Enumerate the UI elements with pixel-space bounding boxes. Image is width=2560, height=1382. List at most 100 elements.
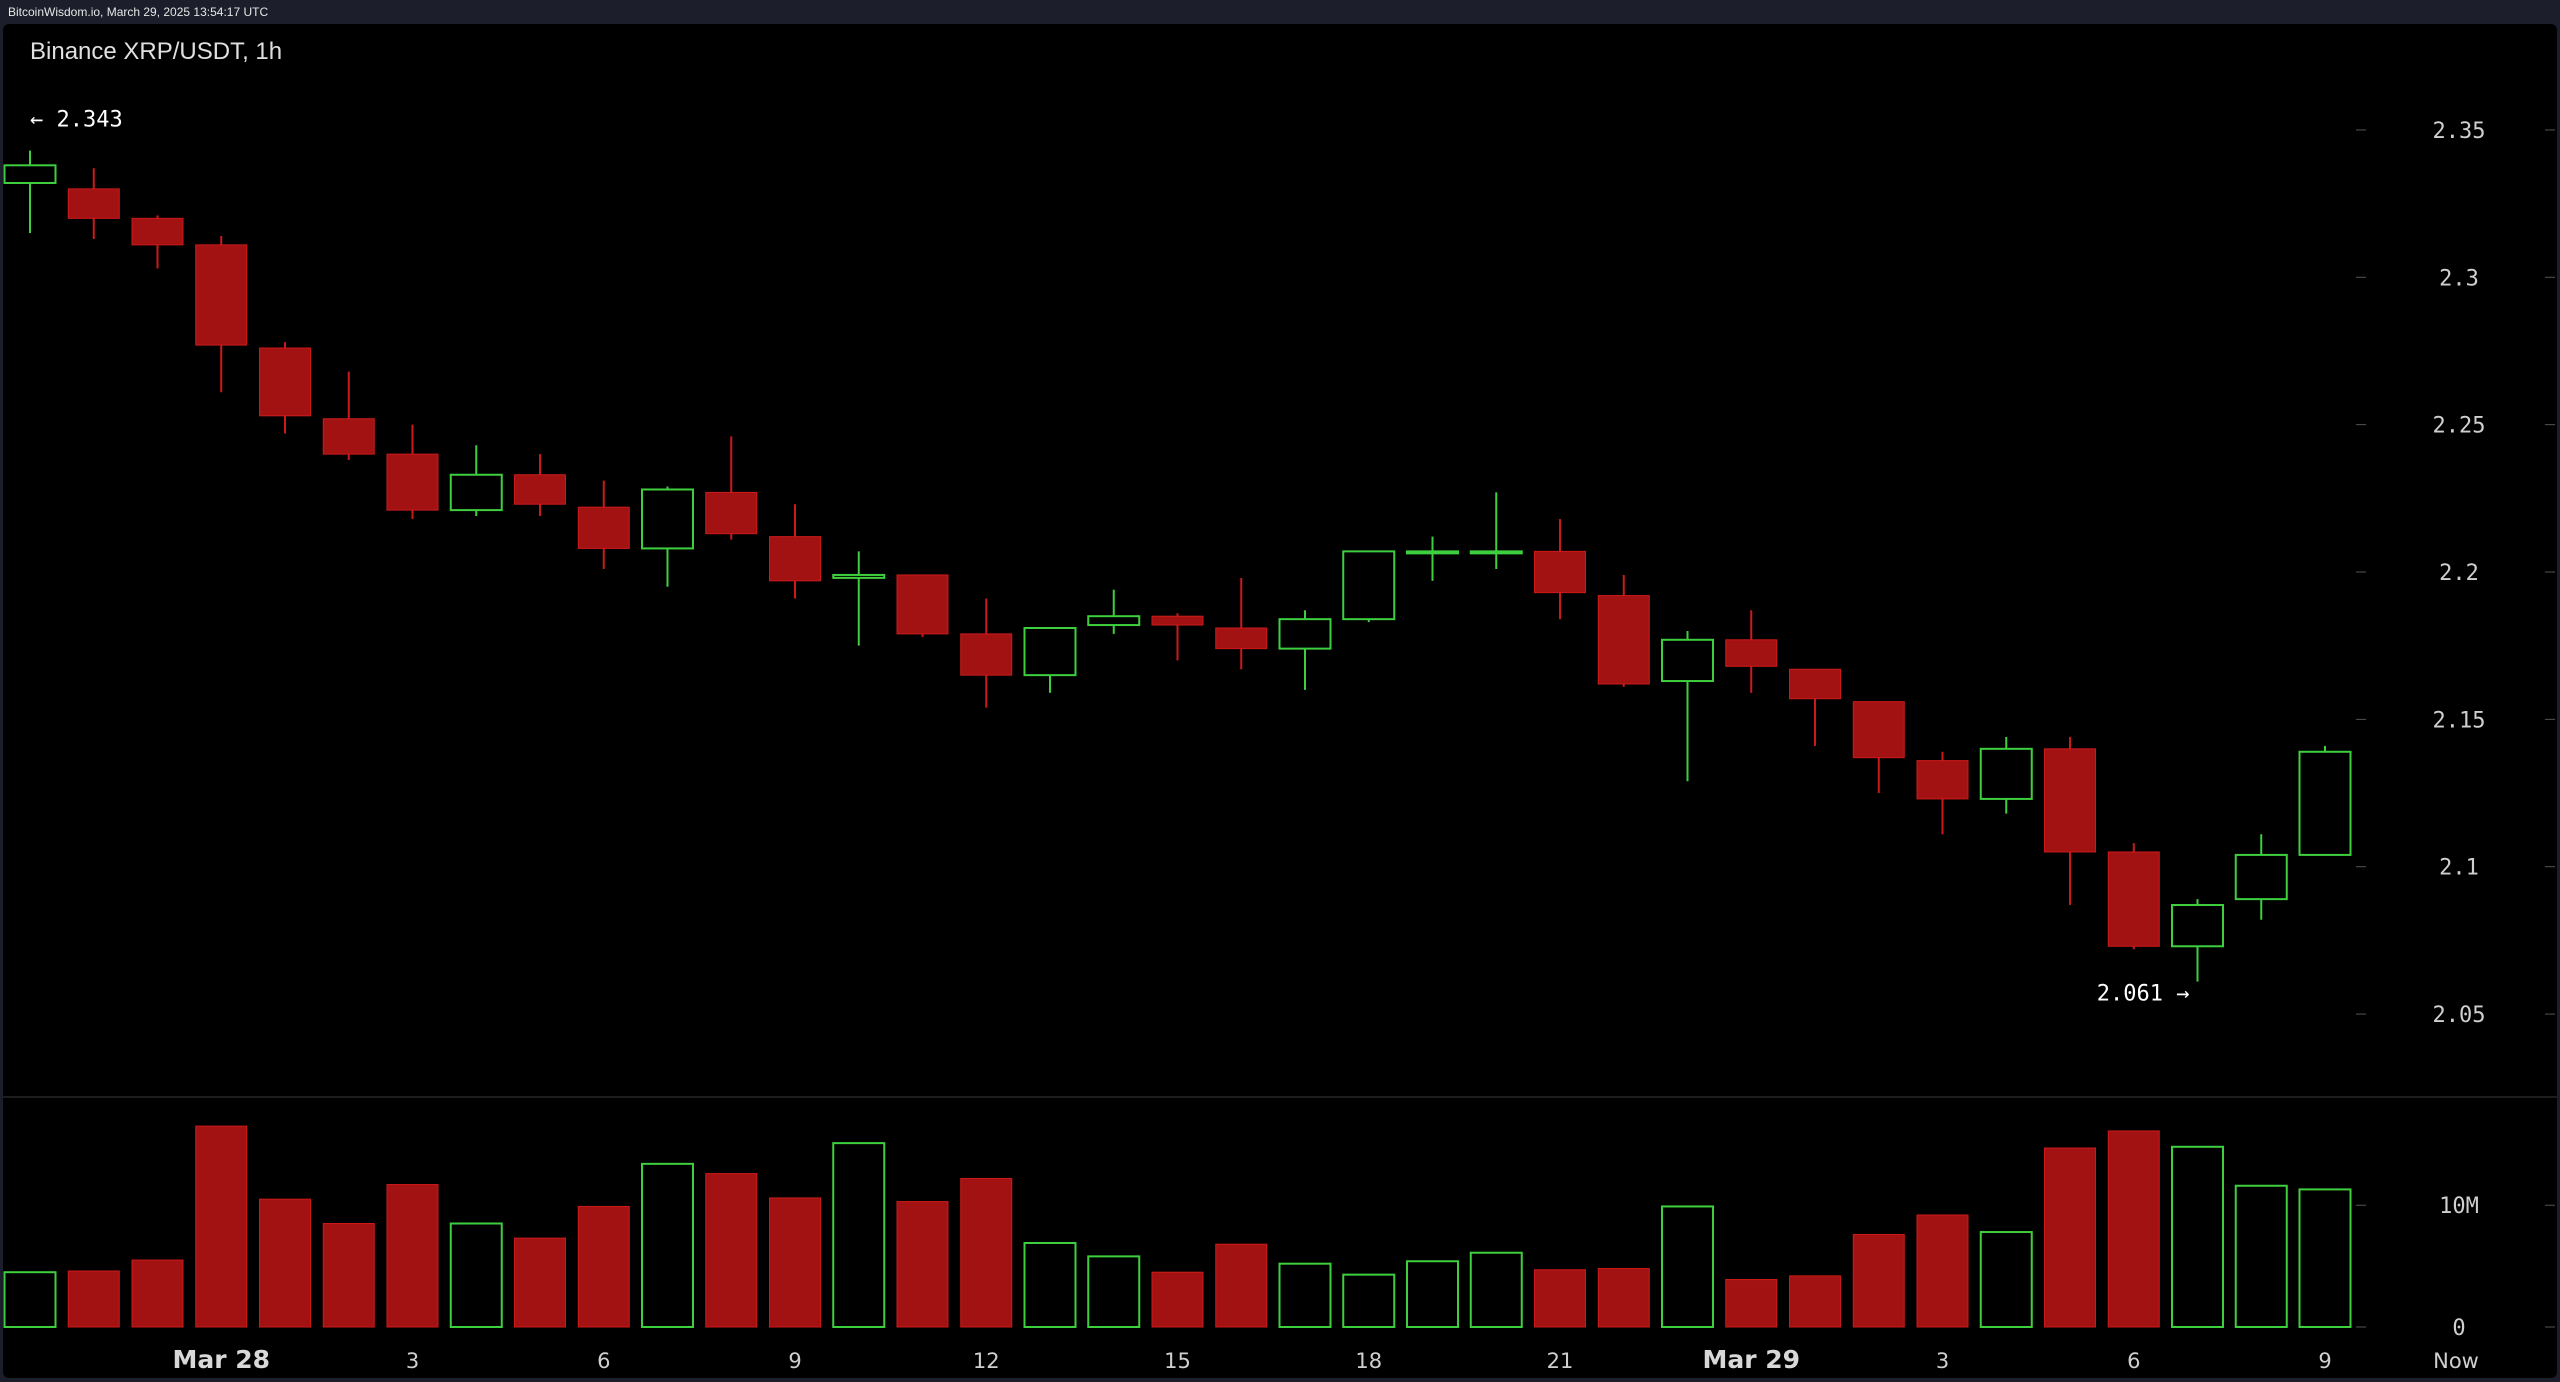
candle-body-down: [195, 244, 248, 346]
time-axis-label: 15: [1164, 1349, 1191, 1373]
volume-bar-up: [1087, 1255, 1141, 1328]
volume-bar-down: [960, 1177, 1013, 1328]
time-axis-label: 18: [1355, 1349, 1382, 1373]
volume-bar-up: [449, 1222, 503, 1328]
candle-body-up: [1469, 550, 1523, 555]
volume-bar-down: [67, 1270, 120, 1328]
time-axis-label: 21: [1547, 1349, 1574, 1373]
volume-bar-down: [1215, 1243, 1268, 1328]
volume-bar-up: [1661, 1205, 1714, 1328]
volume-bar-down: [1916, 1214, 1969, 1328]
candle-body-up: [1406, 550, 1459, 555]
labels-layer: 2.35 2.3 2.25 2.2 2.15 2.1 2.05 10M 0 Mar 28 3 6 9 12…: [30, 38, 2485, 1374]
candle-body-up: [832, 573, 886, 579]
volume-bar-down: [1852, 1233, 1905, 1328]
price-tick-label: 2.2: [2439, 561, 2479, 586]
time-axis-label: Now: [2433, 1349, 2479, 1373]
volume-bar-down: [131, 1259, 184, 1328]
extreme-price-annotation: 2.061 →: [2097, 982, 2190, 1007]
volume-bar-up: [2171, 1145, 2224, 1328]
candle-body-down: [1852, 701, 1905, 759]
volume-bar-down: [896, 1201, 949, 1328]
time-axis-label: 9: [2318, 1349, 2331, 1373]
candle-body-up: [2234, 853, 2288, 901]
candle-body-down: [2107, 851, 2160, 947]
time-axis-label: 3: [1936, 1349, 1949, 1373]
volume-tick-label: 0: [2452, 1316, 2465, 1341]
volume-bar-down: [1597, 1268, 1650, 1328]
price-tick-label: 2.15: [2433, 708, 2486, 733]
price-tick-label: 2.35: [2433, 119, 2486, 144]
candle-body-down: [131, 217, 184, 246]
volume-bar-down: [577, 1205, 630, 1328]
time-axis-label: Mar 28: [172, 1345, 270, 1374]
volume-bar-down: [769, 1197, 821, 1328]
source-timestamp: BitcoinWisdom.io, March 29, 2025 13:54:1…: [8, 5, 269, 19]
candle-body-up: [2171, 904, 2224, 948]
volume-bar-down: [2107, 1130, 2160, 1328]
candle-body-up: [1979, 747, 2033, 800]
time-axis-label: 12: [973, 1349, 1000, 1373]
candle-body-down: [386, 453, 439, 511]
candle-body-up: [3, 164, 57, 184]
candle-body-down: [896, 574, 949, 635]
price-tick-label: 2.3: [2439, 266, 2479, 291]
volume-tick-label: 10M: [2439, 1194, 2479, 1219]
candle-body-down: [1534, 550, 1586, 594]
time-axis-label: 9: [788, 1349, 801, 1373]
candle-body-down: [577, 506, 630, 549]
volume-bar-up: [2234, 1184, 2288, 1328]
volume-bar-down: [1151, 1271, 1204, 1328]
volume-bar-down: [2044, 1147, 2096, 1328]
volume-bar-down: [705, 1173, 758, 1328]
candle-body-up: [1023, 626, 1077, 677]
volume-bar-up: [1278, 1262, 1332, 1329]
candlestick-chart[interactable]: 2.35 2.3 2.25 2.2 2.15 2.1 2.05 10M 0 Mar 28 3 6 9 12…: [3, 24, 2557, 1378]
volume-bar-down: [195, 1125, 248, 1328]
volume-bar-up: [1469, 1251, 1523, 1328]
volume-bar-down: [1534, 1269, 1586, 1328]
candle-body-up: [1342, 550, 1396, 621]
candle-body-up: [1661, 638, 1714, 683]
candle-body-up: [449, 473, 503, 512]
volume-bar-down: [259, 1198, 311, 1328]
volume-bar-up: [3, 1271, 57, 1329]
candle-body-down: [960, 633, 1013, 676]
time-axis-label: 6: [2127, 1349, 2140, 1373]
volume-bar-down: [322, 1223, 375, 1328]
candle-body-up: [1278, 618, 1332, 650]
candle-body-down: [514, 474, 566, 505]
candle-body-down: [67, 188, 120, 219]
grid-layer: [3, 129, 2557, 1328]
volume-bar-up: [2298, 1188, 2352, 1328]
volume-bar-up: [1342, 1273, 1396, 1329]
price-tick-label: 2.1: [2439, 856, 2479, 881]
volume-bar-down: [514, 1237, 566, 1328]
candle-body-down: [1597, 595, 1650, 685]
time-axis-label: 6: [597, 1349, 610, 1373]
candle-body-down: [1215, 627, 1268, 650]
candle-body-down: [1725, 639, 1778, 667]
candle-body-up: [2298, 750, 2352, 856]
volume-bar-up: [1023, 1241, 1077, 1328]
candle-body-down: [322, 418, 375, 455]
price-tick-label: 2.25: [2433, 414, 2486, 439]
candle-body-down: [1151, 615, 1204, 626]
candle-body-up: [641, 488, 694, 550]
extreme-price-annotation: ← 2.343: [30, 108, 123, 133]
top-bar: BitcoinWisdom.io, March 29, 2025 13:54:1…: [0, 0, 2560, 24]
candle-body-down: [705, 491, 758, 535]
volume-bar-up: [832, 1142, 886, 1328]
chart-title: Binance XRP/USDT, 1h: [30, 38, 282, 65]
price-candles: [3, 150, 2352, 982]
volume-bar-up: [1979, 1231, 2033, 1329]
candle-body-down: [2044, 748, 2096, 853]
price-tick-label: 2.05: [2433, 1003, 2486, 1028]
volume-bar-up: [1406, 1260, 1459, 1329]
time-axis-label: 3: [406, 1349, 419, 1373]
volume-bars: [3, 1125, 2352, 1329]
volume-bar-down: [386, 1184, 439, 1328]
candle-body-down: [1789, 668, 1841, 700]
candle-body-down: [1916, 760, 1969, 800]
candle-body-down: [769, 536, 821, 582]
